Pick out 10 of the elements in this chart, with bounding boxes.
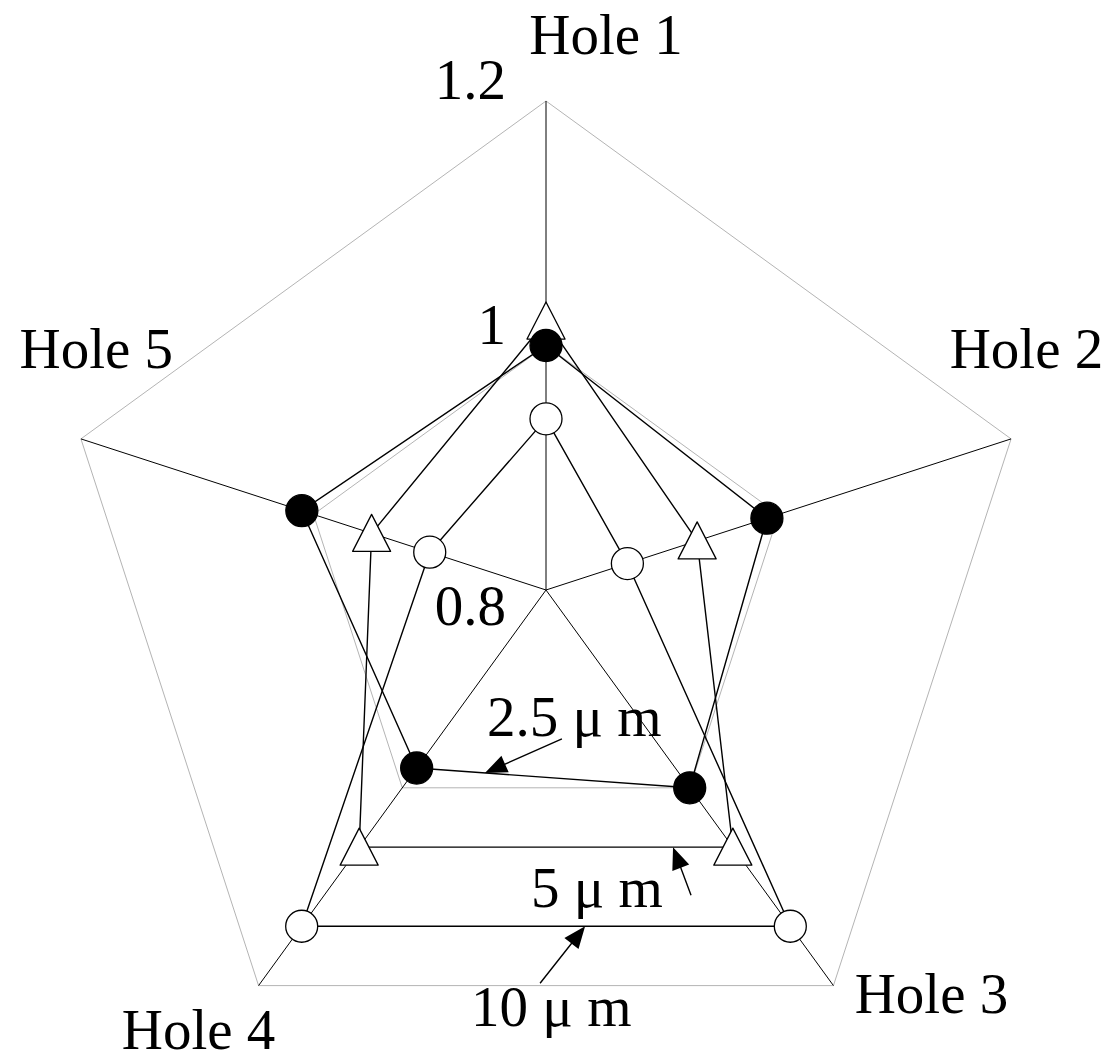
y-tick-label: 1	[477, 292, 506, 356]
spoke-label: Hole 2	[949, 317, 1104, 381]
spoke-label: Hole 4	[121, 997, 276, 1061]
spoke-label: Hole 3	[854, 961, 1009, 1025]
y-tick-label: 1.2	[434, 48, 506, 112]
legend-label: 5 μ m	[531, 856, 663, 920]
y-tick-label: 0.8	[434, 574, 506, 638]
spoke-label: Hole 1	[529, 3, 683, 67]
series-label: 10 μ m	[471, 975, 632, 1039]
spoke-label: Hole 5	[19, 317, 174, 381]
